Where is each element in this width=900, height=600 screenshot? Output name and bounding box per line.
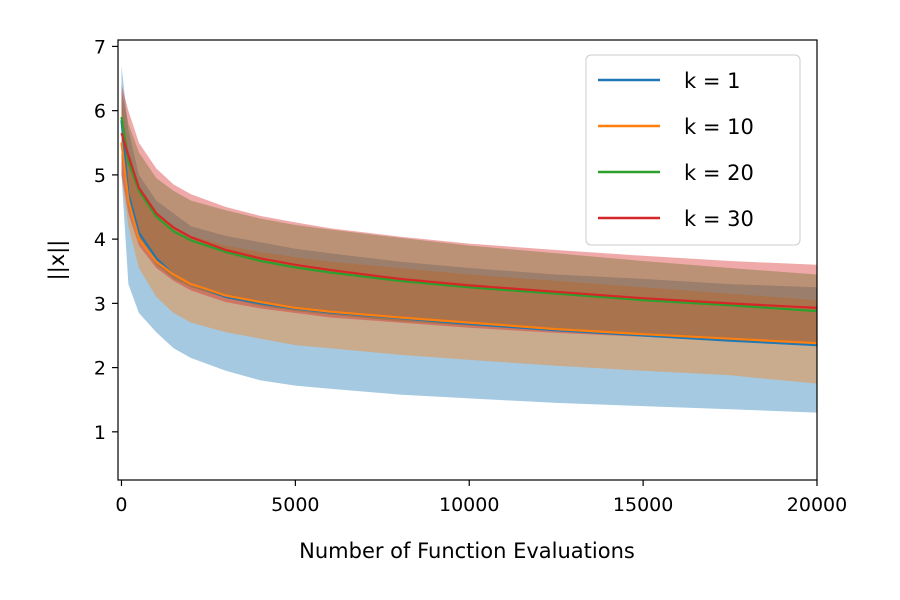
x-tick-label: 20000 — [787, 494, 847, 516]
legend: k = 1 k = 10 k = 20 k = 30 — [585, 54, 801, 246]
y-tick-label: 2 — [94, 358, 106, 380]
x-tick-label: 10000 — [439, 494, 499, 516]
y-axis-label: ||x|| — [45, 240, 70, 281]
confidence-bands — [121, 65, 817, 413]
y-tick-label: 1 — [94, 422, 106, 444]
band-series-1 — [121, 65, 817, 413]
y-tick-label: 3 — [94, 293, 106, 315]
y-tick-label: 6 — [94, 101, 106, 123]
series-lines — [120, 116, 818, 347]
line-series-4 — [120, 132, 818, 309]
band-series-4 — [121, 85, 817, 344]
plot-frame — [117, 39, 818, 481]
band-series-3 — [121, 91, 817, 342]
legend-label-1: k = 1 — [684, 69, 740, 93]
band-series-2 — [121, 97, 817, 384]
legend-box — [585, 54, 801, 246]
axes: 0 5000 10000 15000 20000 1 2 3 4 5 6 7 — [94, 36, 847, 516]
y-tick-label: 7 — [94, 36, 106, 58]
x-axis-label: Number of Function Evaluations — [299, 539, 635, 563]
legend-label-2: k = 10 — [684, 115, 754, 139]
legend-label-3: k = 20 — [684, 161, 754, 185]
line-series-3 — [120, 116, 818, 313]
x-tick-label: 5000 — [271, 494, 319, 516]
y-tick-label: 4 — [94, 229, 106, 251]
line-series-2 — [120, 142, 818, 345]
y-tick-label: 5 — [94, 165, 106, 187]
x-tick-label: 0 — [115, 494, 127, 516]
x-tick-label: 15000 — [613, 494, 673, 516]
legend-label-4: k = 30 — [684, 207, 754, 231]
